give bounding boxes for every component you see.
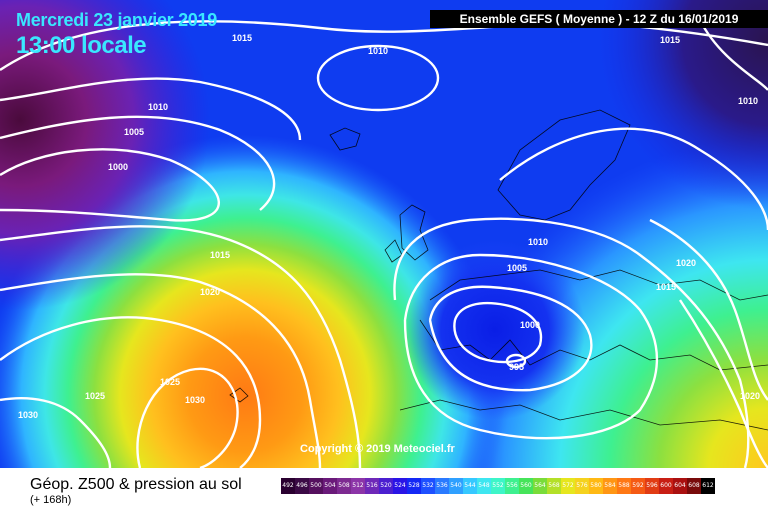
forecast-local-time: 13:00 locale <box>16 32 147 59</box>
scale-swatch <box>561 478 575 494</box>
scale-value: 612 <box>702 482 714 489</box>
isobar-label: 1010 <box>368 46 389 56</box>
isobar-label: 1010 <box>738 96 759 106</box>
scale-swatch <box>701 478 715 494</box>
scale-swatch <box>491 478 505 494</box>
scale-swatch <box>463 478 477 494</box>
scale-swatch <box>477 478 491 494</box>
scale-swatch <box>407 478 421 494</box>
scale-swatch <box>435 478 449 494</box>
scale-swatch <box>687 478 701 494</box>
isobar-label: 1000 <box>520 320 541 330</box>
scale-value: 492 <box>282 482 294 489</box>
isobar-label: 1005 <box>507 263 528 273</box>
scale-value: 608 <box>688 482 700 489</box>
scale-value: 556 <box>506 482 518 489</box>
scale-swatch <box>645 478 659 494</box>
scale-value: 604 <box>674 482 686 489</box>
isobar-label: 1020 <box>740 391 761 401</box>
color-scale-labels: 492 496 500 504 508 512 516 520 524 528 532 536 540 5… <box>281 478 715 494</box>
scale-value: 516 <box>366 482 378 489</box>
isobar-label: 1005 <box>124 127 145 137</box>
scale-value: 564 <box>534 482 546 489</box>
isobar-label: 1020 <box>676 258 697 268</box>
scale-swatch <box>393 478 407 494</box>
scale-value: 588 <box>618 482 630 489</box>
run-banner: Ensemble GEFS ( Moyenne ) - 12 Z du 16/0… <box>430 10 768 28</box>
isobar-label: 1010 <box>528 237 549 247</box>
scale-swatch <box>449 478 463 494</box>
scale-swatch <box>673 478 687 494</box>
scale-swatch <box>309 478 323 494</box>
scale-swatch <box>519 478 533 494</box>
scale-value: 544 <box>464 482 476 489</box>
scale-swatch <box>295 478 309 494</box>
scale-swatch <box>533 478 547 494</box>
scale-swatch <box>281 478 295 494</box>
scale-value: 568 <box>548 482 560 489</box>
scale-swatch <box>323 478 337 494</box>
scale-value: 584 <box>604 482 616 489</box>
scale-swatch <box>337 478 351 494</box>
scale-swatch <box>617 478 631 494</box>
scale-swatch <box>603 478 617 494</box>
scale-value: 524 <box>394 482 406 489</box>
scale-swatch <box>505 478 519 494</box>
scale-value: 512 <box>352 482 364 489</box>
scale-value: 520 <box>380 482 392 489</box>
scale-swatch <box>575 478 589 494</box>
scale-value: 576 <box>576 482 588 489</box>
scale-value: 496 <box>296 482 308 489</box>
scale-swatch <box>659 478 673 494</box>
forecast-map: 1015 1010 1015 1010 1005 1000 1015 1020 … <box>0 0 768 468</box>
isobar-label: 1025 <box>160 377 181 387</box>
copyright-text: Copyright © 2019 Meteociel.fr <box>300 443 455 455</box>
isobar-label: 1000 <box>108 162 129 172</box>
isobar-label: 1030 <box>18 410 39 420</box>
isobar-label: 1020 <box>200 287 221 297</box>
color-scale <box>281 478 715 494</box>
scale-value: 580 <box>590 482 602 489</box>
scale-value: 592 <box>632 482 644 489</box>
isobar-label: 1015 <box>656 282 677 292</box>
scale-swatch <box>421 478 435 494</box>
scale-value: 504 <box>324 482 336 489</box>
scale-value: 552 <box>492 482 504 489</box>
legend-title: Géop. Z500 & pression au sol <box>30 476 242 493</box>
isobar-label: 1015 <box>660 35 681 45</box>
scale-value: 548 <box>478 482 490 489</box>
scale-value: 536 <box>436 482 448 489</box>
scale-swatch <box>379 478 393 494</box>
scale-value: 540 <box>450 482 462 489</box>
scale-swatch <box>365 478 379 494</box>
isobars <box>0 19 768 468</box>
scale-swatch <box>589 478 603 494</box>
scale-value: 572 <box>562 482 574 489</box>
scale-swatch <box>351 478 365 494</box>
legend-subtitle: (+ 168h) <box>30 494 72 506</box>
scale-swatch <box>547 478 561 494</box>
isobar-label: 1015 <box>210 250 231 260</box>
scale-value: 508 <box>338 482 350 489</box>
scale-value: 596 <box>646 482 658 489</box>
scale-value: 500 <box>310 482 322 489</box>
scale-value: 600 <box>660 482 672 489</box>
isobar-label: 1030 <box>185 395 206 405</box>
isobar-label: 1015 <box>232 33 253 43</box>
forecast-date: Mercredi 23 janvier 2019 <box>16 10 217 30</box>
scale-value: 532 <box>422 482 434 489</box>
scale-value: 560 <box>520 482 532 489</box>
scale-swatch <box>631 478 645 494</box>
scale-value: 528 <box>408 482 420 489</box>
isobar-label: 1010 <box>148 102 169 112</box>
isobar-label: 1025 <box>85 391 106 401</box>
isobar-label: 995 <box>509 362 525 372</box>
